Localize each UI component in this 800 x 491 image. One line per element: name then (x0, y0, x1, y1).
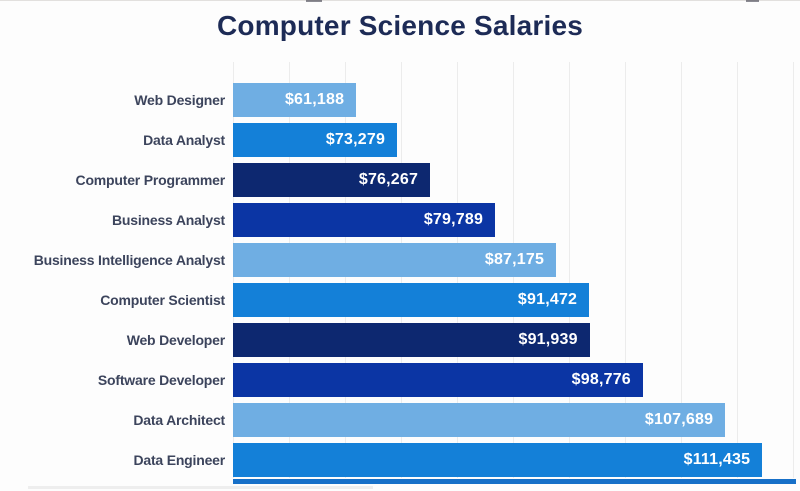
bar-value-label: $107,689 (644, 411, 714, 428)
category-label: Computer Scientist (100, 292, 225, 308)
bar-value-label: $79,789 (423, 211, 484, 228)
category-label: Data Architect (133, 412, 225, 428)
category-label: Software Developer (97, 372, 225, 388)
top-edge-artifact (0, 0, 800, 1)
salary-bar: $87,175 (233, 243, 557, 277)
bar-value-label: $91,472 (517, 291, 578, 308)
bar-track: $111,435 (233, 443, 793, 477)
bar-row: Computer Scientist $91,472 (0, 280, 800, 320)
bar-row: Web Designer $61,188 (0, 80, 800, 120)
bar-row: Computer Programmer $76,267 (0, 160, 800, 200)
bar-track: $107,689 (233, 403, 793, 437)
bar-row: Business Analyst $79,789 (0, 200, 800, 240)
bar-value-label: $76,267 (358, 171, 419, 188)
salary-bar: $107,689 (233, 403, 726, 437)
bar-row: Data Engineer $111,435 (0, 440, 800, 480)
bar-row: Data Analyst $73,279 (0, 120, 800, 160)
top-edge-dash-artifact (746, 0, 759, 2)
bar-value-label: $73,279 (325, 131, 386, 148)
salary-bar: $111,435 (233, 443, 763, 477)
bar-track: $98,776 (233, 363, 793, 397)
category-label: Web Developer (126, 332, 225, 348)
bar-track: $61,188 (233, 83, 793, 117)
bar-row: Web Developer $91,939 (0, 320, 800, 360)
bar-value-label: $111,435 (683, 451, 751, 468)
category-label: Data Engineer (133, 452, 225, 468)
bar-track: $91,939 (233, 323, 793, 357)
bar-row: Data Architect $107,689 (0, 400, 800, 440)
category-label: Data Analyst (143, 132, 225, 148)
bottom-edge-strip (233, 479, 796, 484)
salary-bar: $76,267 (233, 163, 431, 197)
bar-value-label: $87,175 (484, 251, 545, 268)
bar-value-label: $91,939 (518, 331, 578, 348)
bar-track: $87,175 (233, 243, 793, 277)
bar-row: Software Developer $98,776 (0, 360, 800, 400)
category-label: Web Designer (134, 92, 225, 108)
salary-bar: $98,776 (233, 363, 643, 397)
salary-bar: $91,472 (233, 283, 590, 317)
bar-rows: Web Designer $61,188 Data Analyst $73,27… (0, 80, 800, 480)
bottom-smudge-artifact (28, 486, 373, 489)
bar-track: $76,267 (233, 163, 793, 197)
category-label: Business Intelligence Analyst (33, 252, 226, 268)
salary-bar: $61,188 (233, 83, 357, 117)
salary-bar: $79,789 (233, 203, 496, 237)
bar-track: $73,279 (233, 123, 793, 157)
bar-value-label: $98,776 (571, 371, 631, 388)
top-edge-dash-artifact (306, 0, 322, 2)
bar-track: $79,789 (233, 203, 793, 237)
bar-value-label: $61,188 (284, 91, 345, 108)
salary-bar: $73,279 (233, 123, 398, 157)
category-label: Computer Programmer (75, 172, 226, 188)
bar-track: $91,472 (233, 283, 793, 317)
bar-row: Business Intelligence Analyst $87,175 (0, 240, 800, 280)
salary-bar: $91,939 (233, 323, 590, 357)
chart-title: Computer Science Salaries (216, 10, 584, 41)
category-label: Business Analyst (112, 212, 225, 228)
